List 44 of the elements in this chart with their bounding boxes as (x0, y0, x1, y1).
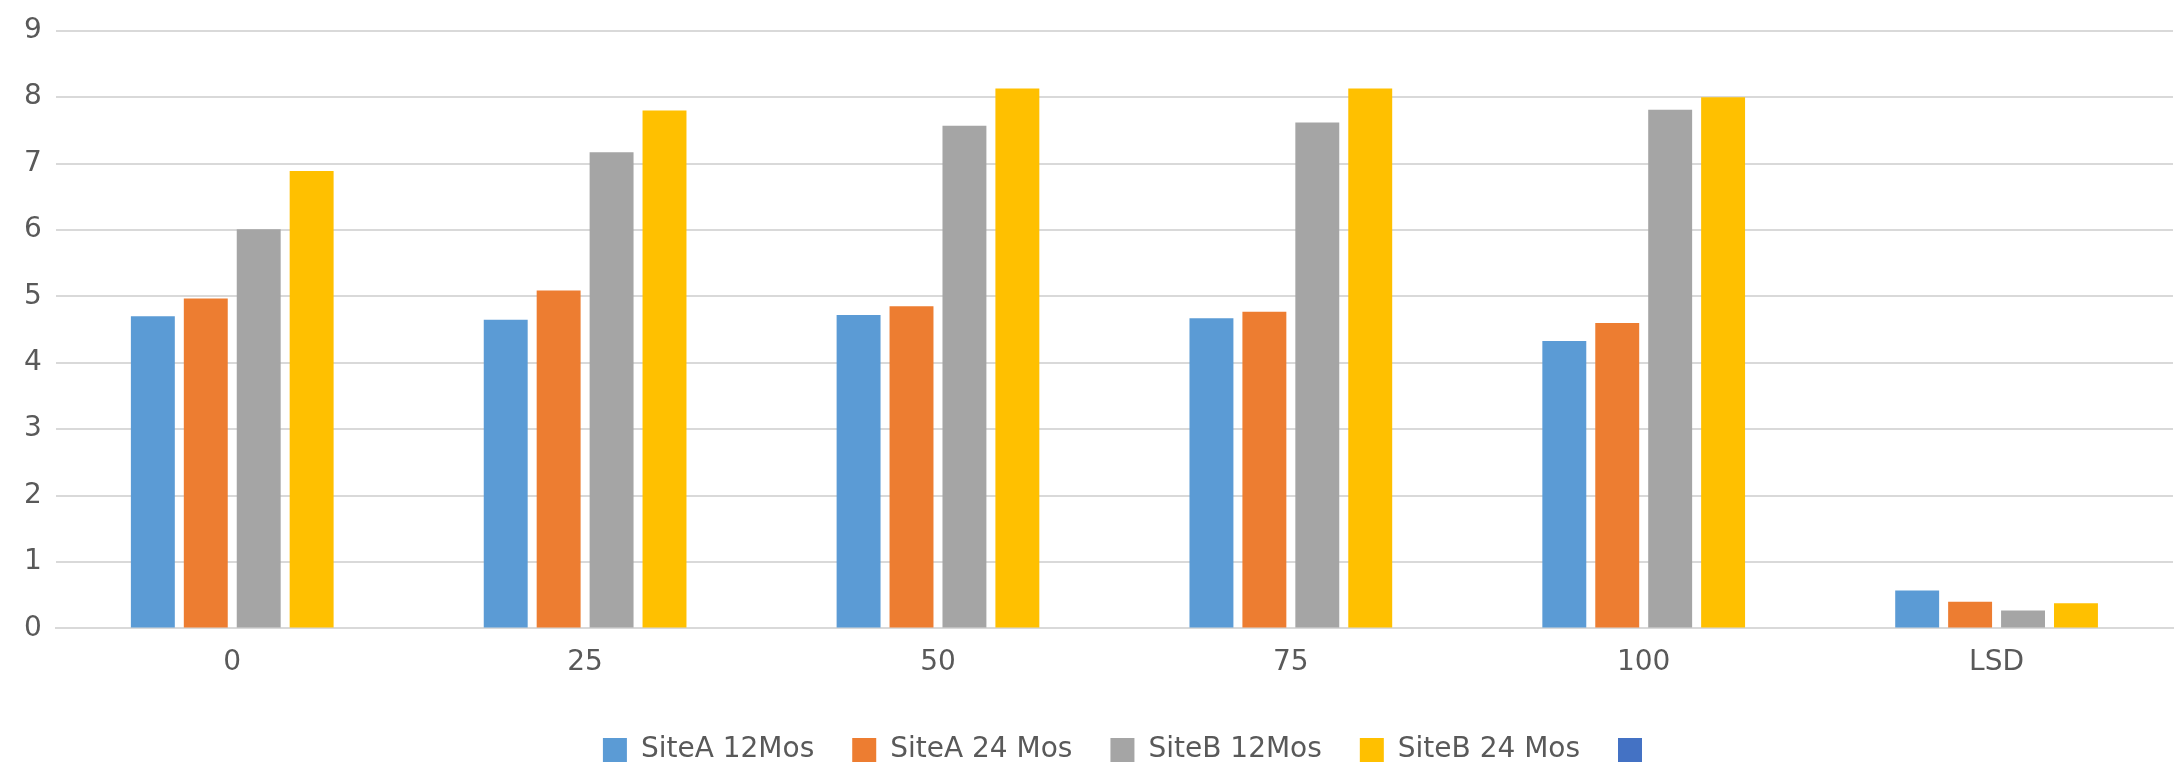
bar (1189, 318, 1234, 628)
legend-label: SiteA 24 Mos (890, 731, 1073, 765)
legend-label: SiteA 12Mos (640, 731, 815, 765)
bar (1595, 322, 1640, 628)
bar (1542, 340, 1587, 628)
y-tick-label: 8 (23, 78, 42, 112)
bar (1701, 97, 1746, 628)
bar (2001, 610, 2045, 628)
bar (2054, 603, 2098, 628)
bar (130, 316, 175, 628)
y-tick-label: 6 (23, 211, 42, 245)
bar (942, 125, 987, 628)
x-tick-label: 0 (223, 644, 242, 678)
x-tick-label: 75 (1273, 644, 1309, 678)
legend-label: SiteB 24 Mos (1397, 731, 1581, 765)
x-tick-label: 100 (1616, 644, 1671, 678)
bar (289, 170, 334, 628)
bar (889, 306, 934, 628)
x-tick-label: 25 (567, 644, 603, 678)
bar (836, 314, 881, 628)
x-tick-label: 50 (920, 644, 956, 678)
bar (536, 290, 581, 628)
x-tick-label: LSD (1969, 644, 2025, 678)
bar (483, 319, 528, 628)
bar (1648, 109, 1693, 628)
y-tick-label: 5 (23, 277, 42, 311)
y-tick-label: 9 (23, 12, 42, 46)
bar (995, 88, 1040, 628)
y-tick-label: 3 (23, 410, 42, 444)
bar (1242, 311, 1287, 628)
bar (1948, 601, 1993, 628)
bar (589, 152, 634, 628)
y-tick-label: 2 (23, 476, 42, 510)
y-tick-label: 4 (23, 344, 42, 378)
bar (236, 229, 281, 628)
bar (1348, 88, 1393, 628)
y-tick-label: 0 (23, 609, 42, 643)
y-tick-label: 7 (23, 144, 42, 178)
legend-label: SiteB 12Mos (1148, 731, 1322, 765)
bar (642, 110, 687, 628)
bar (183, 298, 228, 628)
bar (1895, 590, 1940, 628)
y-tick-label: 1 (23, 543, 42, 577)
bar (1295, 122, 1340, 628)
